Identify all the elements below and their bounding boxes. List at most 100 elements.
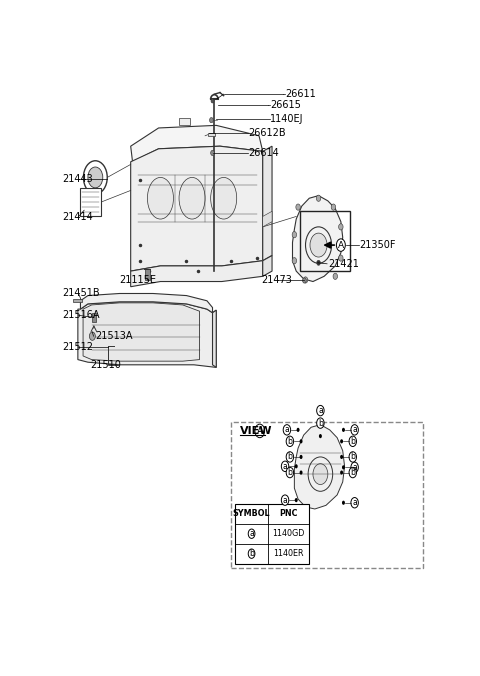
Circle shape <box>349 452 357 462</box>
Circle shape <box>84 161 107 194</box>
Circle shape <box>211 150 215 155</box>
Polygon shape <box>294 425 345 509</box>
Bar <box>231 422 423 568</box>
Ellipse shape <box>211 177 237 219</box>
Polygon shape <box>78 301 216 368</box>
Text: 26611: 26611 <box>285 89 316 99</box>
Text: a: a <box>283 462 288 470</box>
Text: b: b <box>288 437 292 445</box>
Circle shape <box>317 406 324 416</box>
Circle shape <box>281 461 289 472</box>
Text: a: a <box>283 496 288 505</box>
Text: 21421: 21421 <box>328 259 359 269</box>
Circle shape <box>296 204 300 210</box>
Text: b: b <box>350 468 355 477</box>
Polygon shape <box>263 256 272 276</box>
Circle shape <box>340 470 343 475</box>
Text: SYMBOL: SYMBOL <box>233 509 270 518</box>
Circle shape <box>255 424 264 437</box>
Circle shape <box>297 428 300 432</box>
Circle shape <box>349 467 357 478</box>
Text: 26615: 26615 <box>270 99 301 110</box>
Circle shape <box>300 439 302 443</box>
Circle shape <box>310 233 327 257</box>
Polygon shape <box>73 299 82 301</box>
Polygon shape <box>213 310 216 368</box>
Circle shape <box>303 277 308 283</box>
Circle shape <box>316 195 321 201</box>
Text: b: b <box>350 452 355 462</box>
Circle shape <box>89 332 96 340</box>
Circle shape <box>331 204 336 210</box>
Circle shape <box>292 258 297 264</box>
Circle shape <box>333 273 337 279</box>
Text: b: b <box>249 549 254 558</box>
Circle shape <box>300 455 302 459</box>
Circle shape <box>300 470 302 475</box>
Text: a: a <box>285 425 289 435</box>
Text: a: a <box>352 463 357 472</box>
Text: b: b <box>288 452 292 462</box>
Bar <box>92 313 96 322</box>
Text: a: a <box>352 425 357 435</box>
Ellipse shape <box>179 177 205 219</box>
Circle shape <box>336 239 345 251</box>
Circle shape <box>248 529 255 538</box>
Polygon shape <box>263 211 272 227</box>
Text: b: b <box>288 468 292 477</box>
Circle shape <box>210 118 213 123</box>
Circle shape <box>292 232 297 238</box>
Circle shape <box>302 278 306 283</box>
Circle shape <box>286 452 294 462</box>
Circle shape <box>338 255 343 261</box>
Text: 21512: 21512 <box>62 341 93 352</box>
Text: 21516A: 21516A <box>62 310 99 320</box>
Polygon shape <box>179 118 190 125</box>
Text: 1140ER: 1140ER <box>274 549 304 558</box>
Bar <box>300 212 350 271</box>
Polygon shape <box>81 293 213 313</box>
Circle shape <box>317 418 324 429</box>
Text: 1140GD: 1140GD <box>273 529 305 538</box>
Text: b: b <box>350 437 355 445</box>
Circle shape <box>313 464 328 485</box>
Text: 21513A: 21513A <box>96 331 133 341</box>
Circle shape <box>295 464 298 468</box>
Text: 21115E: 21115E <box>120 276 156 285</box>
Polygon shape <box>131 125 263 162</box>
Circle shape <box>319 422 322 426</box>
Circle shape <box>319 434 322 438</box>
Text: 21350F: 21350F <box>360 240 396 250</box>
Circle shape <box>342 465 345 469</box>
Text: PNC: PNC <box>279 509 298 518</box>
Bar <box>235 504 309 564</box>
Circle shape <box>295 498 298 502</box>
Circle shape <box>88 167 103 188</box>
Polygon shape <box>263 146 272 261</box>
Circle shape <box>340 455 343 459</box>
Text: 26612B: 26612B <box>248 128 286 138</box>
Polygon shape <box>131 261 263 287</box>
Circle shape <box>283 425 290 435</box>
Text: a: a <box>352 498 357 507</box>
Text: a: a <box>249 529 254 538</box>
Circle shape <box>342 501 345 505</box>
Circle shape <box>286 436 294 447</box>
Ellipse shape <box>147 177 173 219</box>
Text: 21443: 21443 <box>62 174 93 184</box>
Circle shape <box>340 439 343 443</box>
Polygon shape <box>292 195 343 281</box>
Text: 21451B: 21451B <box>62 289 99 299</box>
Text: 21473: 21473 <box>261 276 292 285</box>
Circle shape <box>342 428 345 432</box>
Circle shape <box>211 99 214 103</box>
Circle shape <box>248 549 255 558</box>
Polygon shape <box>131 146 263 271</box>
Circle shape <box>281 495 289 506</box>
Polygon shape <box>83 303 200 361</box>
Text: 1140EJ: 1140EJ <box>270 114 304 124</box>
Bar <box>145 269 150 281</box>
Circle shape <box>349 436 357 447</box>
Text: A: A <box>256 426 263 436</box>
Text: b: b <box>318 418 323 428</box>
